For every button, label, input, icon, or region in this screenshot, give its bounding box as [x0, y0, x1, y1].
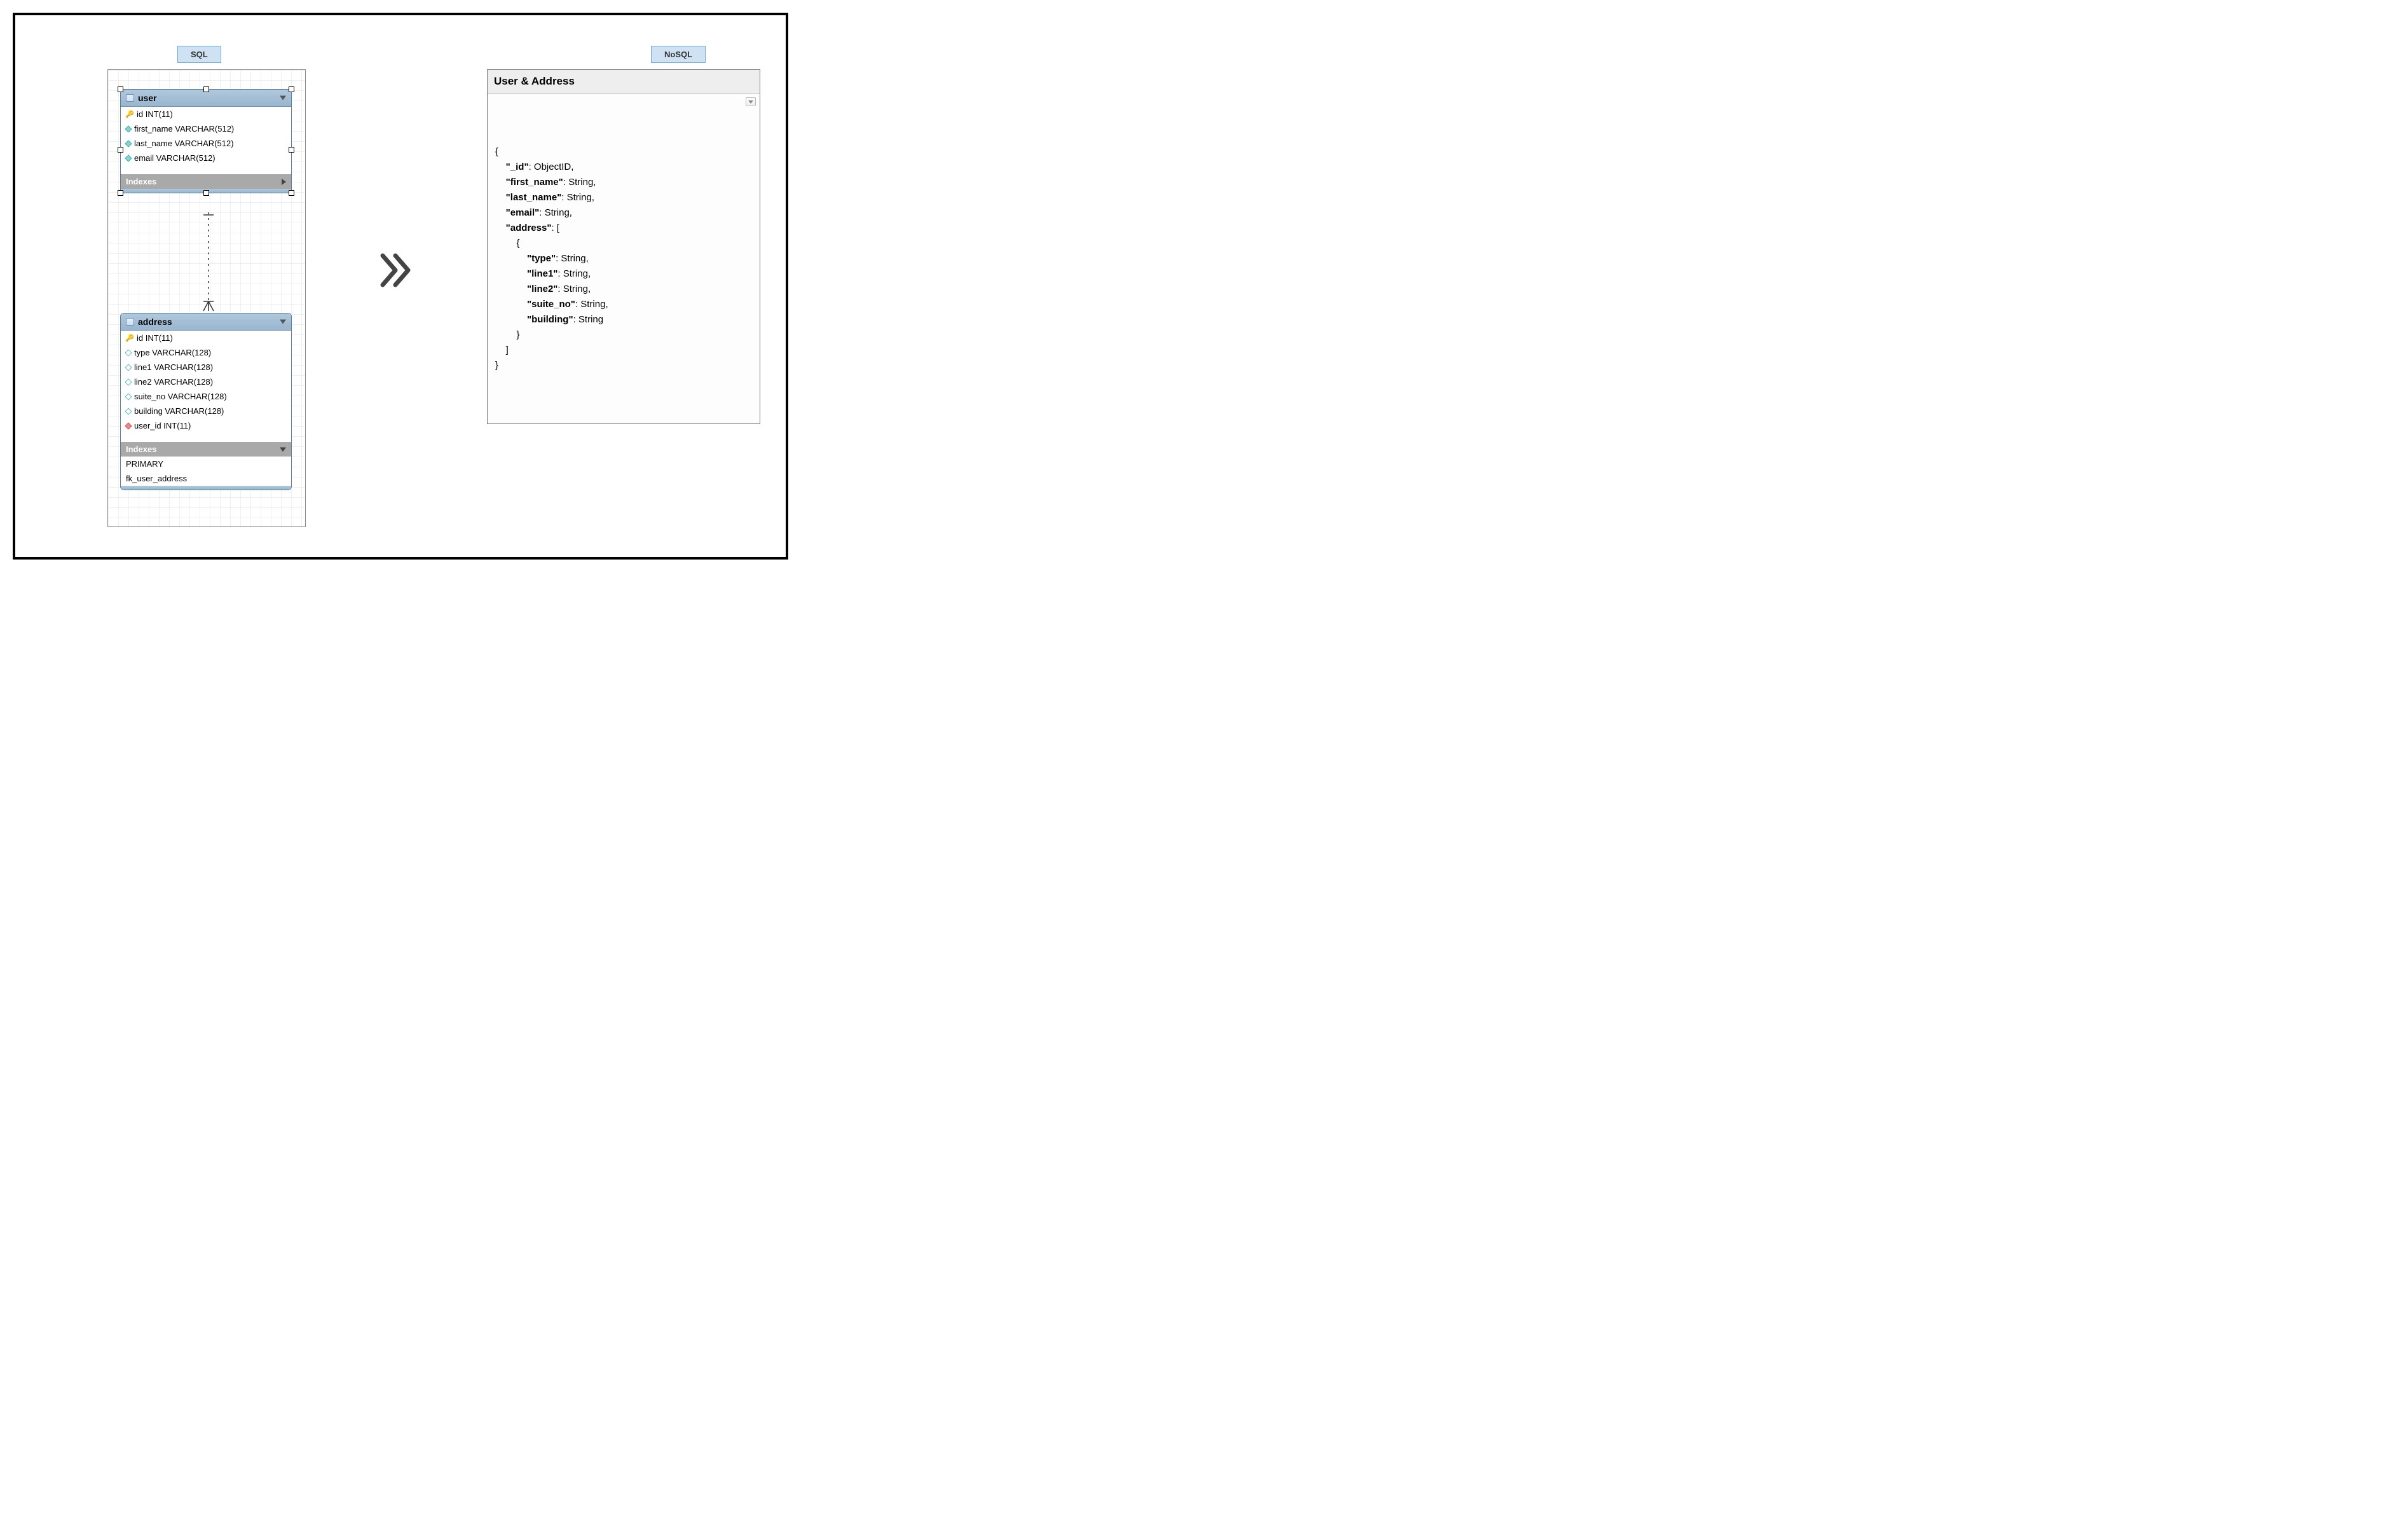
- diamond-icon: [125, 378, 132, 385]
- column-label: suite_no VARCHAR(128): [134, 392, 227, 401]
- column-label: line2 VARCHAR(128): [134, 377, 213, 387]
- table-column[interactable]: type VARCHAR(128): [121, 345, 291, 360]
- sql-erd-panel: user 🔑 id INT(11) first_name VARCHAR(512…: [107, 69, 306, 527]
- selection-handle[interactable]: [289, 86, 294, 92]
- selection-handle[interactable]: [118, 86, 123, 92]
- column-label: user_id INT(11): [134, 421, 191, 430]
- erd-table-user-name: user: [138, 93, 157, 103]
- diamond-icon: [125, 125, 132, 132]
- collapse-icon[interactable]: [280, 320, 286, 324]
- erd-table-address[interactable]: address 🔑 id INT(11) type VARCHAR(128) l…: [120, 313, 292, 490]
- diamond-icon: [125, 393, 132, 400]
- index-name: fk_user_address: [126, 474, 187, 483]
- diamond-icon: [125, 422, 132, 429]
- index-name: PRIMARY: [126, 459, 163, 469]
- nosql-tag: NoSQL: [651, 46, 706, 63]
- erd-table-user-header[interactable]: user: [121, 90, 291, 107]
- index-row[interactable]: PRIMARY: [121, 457, 291, 471]
- key-icon: 🔑: [126, 334, 133, 342]
- indexes-header[interactable]: Indexes: [121, 442, 291, 457]
- nosql-schema-text: { "_id": ObjectID, "first_name": String,…: [495, 144, 752, 373]
- selection-handle[interactable]: [203, 86, 209, 92]
- table-column[interactable]: line1 VARCHAR(128): [121, 360, 291, 375]
- column-label: id INT(11): [137, 333, 173, 343]
- indexes-label: Indexes: [126, 177, 156, 186]
- table-column[interactable]: 🔑 id INT(11): [121, 107, 291, 121]
- diamond-icon: [125, 408, 132, 415]
- table-column[interactable]: building VARCHAR(128): [121, 404, 291, 418]
- column-label: email VARCHAR(512): [134, 153, 215, 163]
- sql-tag: SQL: [177, 46, 221, 63]
- column-label: building VARCHAR(128): [134, 406, 224, 416]
- expand-icon[interactable]: [282, 179, 286, 185]
- column-label: line1 VARCHAR(128): [134, 362, 213, 372]
- transform-arrow-icon: [378, 251, 417, 290]
- collapse-icon[interactable]: [280, 447, 286, 451]
- table-icon: [126, 318, 134, 326]
- column-label: id INT(11): [137, 109, 173, 119]
- selection-handle[interactable]: [118, 190, 123, 196]
- diamond-icon: [125, 349, 132, 356]
- nosql-title: User & Address: [494, 75, 575, 87]
- table-icon: [126, 94, 134, 102]
- nosql-schema-body: { "_id": ObjectID, "first_name": String,…: [488, 93, 760, 409]
- erd-table-address-header[interactable]: address: [121, 313, 291, 331]
- dropdown-icon[interactable]: [746, 97, 756, 106]
- selection-handle[interactable]: [289, 147, 294, 153]
- table-column[interactable]: 🔑 id INT(11): [121, 331, 291, 345]
- column-label: first_name VARCHAR(512): [134, 124, 234, 134]
- erd-relationship[interactable]: [202, 212, 210, 313]
- column-label: type VARCHAR(128): [134, 348, 211, 357]
- nosql-tag-label: NoSQL: [664, 50, 692, 59]
- table-column[interactable]: line2 VARCHAR(128): [121, 375, 291, 389]
- collapse-icon[interactable]: [280, 96, 286, 100]
- erd-table-user[interactable]: user 🔑 id INT(11) first_name VARCHAR(512…: [120, 89, 292, 193]
- table-column[interactable]: suite_no VARCHAR(128): [121, 389, 291, 404]
- key-icon: 🔑: [126, 110, 133, 118]
- nosql-panel: User & Address { "_id": ObjectID, "first…: [487, 69, 760, 424]
- nosql-header: User & Address: [488, 70, 760, 93]
- selection-handle[interactable]: [118, 147, 123, 153]
- table-column[interactable]: user_id INT(11): [121, 418, 291, 433]
- table-column[interactable]: first_name VARCHAR(512): [121, 121, 291, 136]
- column-label: last_name VARCHAR(512): [134, 139, 234, 148]
- indexes-label: Indexes: [126, 444, 156, 454]
- diagram-frame: SQL NoSQL user 🔑 id INT(11) first_name V…: [13, 13, 788, 560]
- sql-tag-label: SQL: [191, 50, 208, 59]
- table-column[interactable]: email VARCHAR(512): [121, 151, 291, 165]
- index-row[interactable]: fk_user_address: [121, 471, 291, 486]
- selection-handle[interactable]: [203, 190, 209, 196]
- diamond-icon: [125, 140, 132, 147]
- table-column[interactable]: last_name VARCHAR(512): [121, 136, 291, 151]
- indexes-header[interactable]: Indexes: [121, 174, 291, 189]
- selection-handle[interactable]: [289, 190, 294, 196]
- erd-table-address-name: address: [138, 317, 172, 327]
- diamond-icon: [125, 155, 132, 162]
- diamond-icon: [125, 364, 132, 371]
